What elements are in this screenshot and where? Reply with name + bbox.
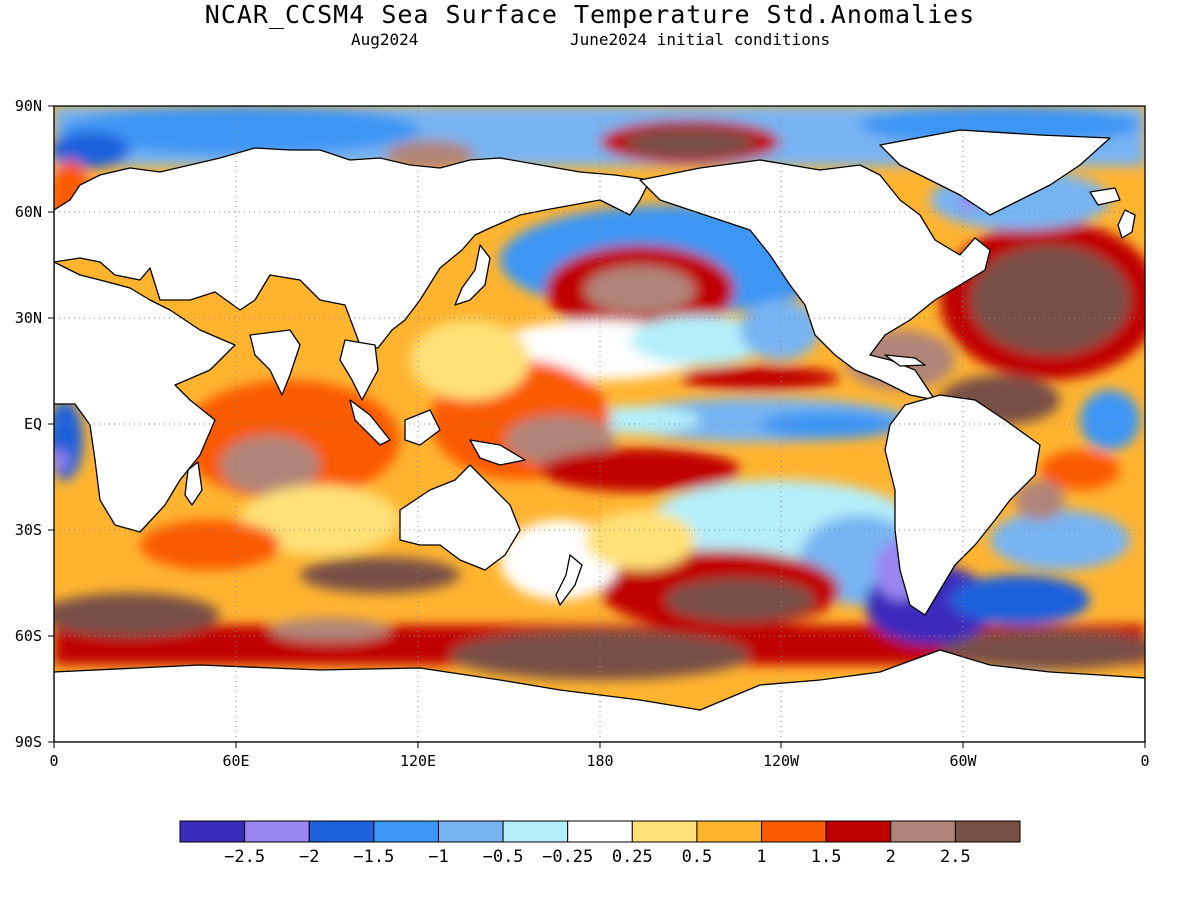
longitude-axis: 0 60E 120E 180 120W 60W 0 (49, 752, 1149, 770)
colorbar-labels: −2.5 −2 −1.5 −1 −0.5 −0.25 0.25 0.5 1 1.5 2 2.5 (224, 847, 971, 867)
colorbar-label: 2.5 (940, 847, 971, 867)
colorbar-swatch (502, 820, 569, 843)
colorbar-label: −2 (299, 847, 319, 867)
colorbar-swatch (179, 820, 246, 843)
colorbar-label: 1.5 (811, 847, 842, 867)
graticule (54, 106, 1145, 742)
colorbar-swatch (825, 820, 892, 843)
south-america-landmass (884, 394, 1041, 616)
sumatra-landmass (349, 399, 391, 446)
lat-tick-label: 90S (15, 733, 42, 751)
colorbar-swatch (761, 820, 827, 843)
lon-tick-label: 60W (949, 752, 977, 770)
init-conditions-label: June2024 initial conditions (570, 30, 831, 49)
continents (54, 129, 1145, 742)
lon-tick-label: 180 (586, 752, 613, 770)
lat-tick-label: 30N (15, 309, 42, 327)
colorbar-label: −1 (428, 847, 448, 867)
lat-tick-label: 30S (15, 521, 42, 539)
lon-tick-label: 120E (400, 752, 436, 770)
eurasia-landmass (54, 147, 651, 349)
colorbar-label: −1.5 (353, 847, 394, 867)
colorbar-label: −0.25 (542, 847, 593, 867)
borneo-landmass (404, 409, 441, 446)
valid-month-label: Aug2024 (351, 30, 419, 49)
lon-tick-label: 60E (222, 752, 249, 770)
madagascar-landmass (184, 461, 203, 506)
colorbar-swatch (244, 820, 310, 843)
greenland-landmass (879, 129, 1111, 216)
colorbar-swatch (954, 820, 1021, 843)
latitude-axis: 90N 60N 30N EQ 30S 60S 90S (15, 97, 42, 751)
colorbar-label: −2.5 (224, 847, 265, 867)
lat-tick-label: 60S (15, 627, 42, 645)
colorbar-label: 1 (756, 847, 766, 867)
colorbar-swatch (567, 820, 633, 843)
lon-tick-label: 0 (1140, 752, 1149, 770)
lat-tick-label: EQ (24, 415, 42, 433)
lon-tick-label: 0 (49, 752, 58, 770)
iceland-landmass (1089, 187, 1121, 206)
new-zealand-landmass (555, 554, 583, 606)
colorbar-swatch (437, 820, 504, 843)
uk-landmass (1117, 209, 1136, 239)
africa-landmass (54, 261, 236, 533)
colorbar-label: −0.5 (483, 847, 524, 867)
map-title: NCAR_CCSM4 Sea Surface Temperature Std.A… (204, 0, 976, 29)
colorbar-label: 0.25 (612, 847, 653, 867)
lat-tick-label: 60N (15, 203, 42, 221)
colorbar-swatch (373, 820, 439, 843)
cuba-landmass (884, 354, 926, 367)
colorbar-legend (179, 820, 1021, 843)
indochina-landmass (339, 339, 379, 401)
colorbar-label: 0.5 (682, 847, 713, 867)
india-landmass (249, 329, 301, 396)
lat-tick-label: 90N (15, 97, 42, 115)
colorbar-label: 2 (886, 847, 896, 867)
north-america-landmass (639, 159, 991, 401)
colorbar-swatch (631, 820, 698, 843)
colorbar-swatch (696, 820, 763, 843)
australia-landmass (399, 464, 521, 571)
colorbar-swatch (308, 820, 375, 843)
colorbar-swatch (890, 820, 956, 843)
lon-tick-label: 120W (763, 752, 800, 770)
new-guinea-landmass (469, 439, 526, 466)
japan-landmass (454, 244, 491, 306)
